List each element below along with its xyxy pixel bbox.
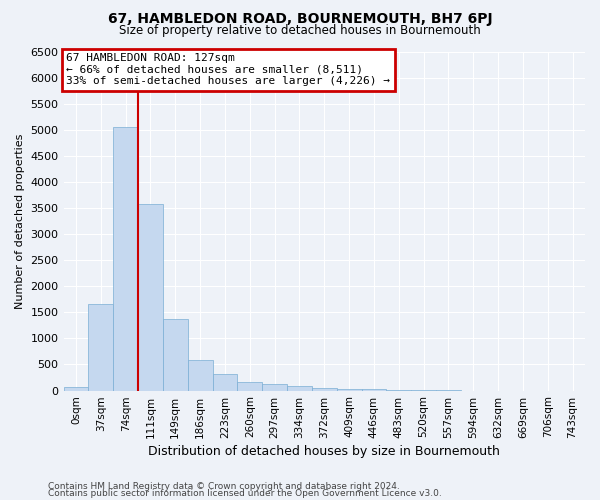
Text: Size of property relative to detached houses in Bournemouth: Size of property relative to detached ho…	[119, 24, 481, 37]
Bar	[138, 204, 163, 390]
Bar	[362, 388, 386, 390]
X-axis label: Distribution of detached houses by size in Bournemouth: Distribution of detached houses by size …	[148, 444, 500, 458]
Bar	[238, 382, 262, 390]
Bar	[188, 360, 212, 390]
Bar	[262, 384, 287, 390]
Bar	[88, 304, 113, 390]
Bar	[113, 127, 138, 390]
Text: Contains HM Land Registry data © Crown copyright and database right 2024.: Contains HM Land Registry data © Crown c…	[48, 482, 400, 491]
Bar	[337, 389, 362, 390]
Bar	[163, 319, 188, 390]
Bar	[64, 388, 88, 390]
Text: 67, HAMBLEDON ROAD, BOURNEMOUTH, BH7 6PJ: 67, HAMBLEDON ROAD, BOURNEMOUTH, BH7 6PJ	[107, 12, 493, 26]
Bar	[312, 388, 337, 390]
Bar	[212, 374, 238, 390]
Text: 67 HAMBLEDON ROAD: 127sqm
← 66% of detached houses are smaller (8,511)
33% of se: 67 HAMBLEDON ROAD: 127sqm ← 66% of detac…	[66, 53, 390, 86]
Bar	[287, 386, 312, 390]
Y-axis label: Number of detached properties: Number of detached properties	[15, 134, 25, 308]
Text: Contains public sector information licensed under the Open Government Licence v3: Contains public sector information licen…	[48, 489, 442, 498]
